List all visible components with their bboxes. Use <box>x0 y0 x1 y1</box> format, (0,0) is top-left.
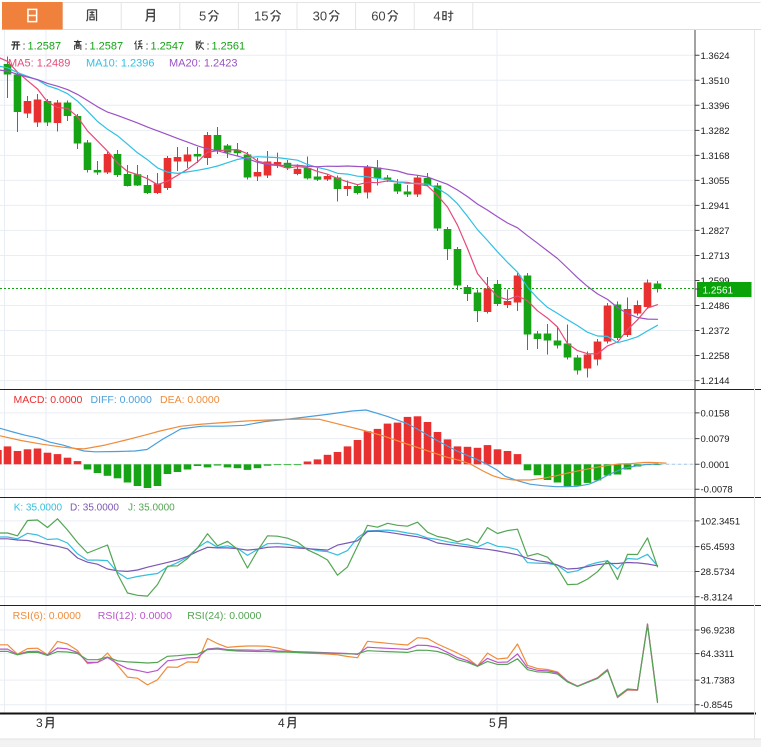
svg-text:K: 35.0000: K: 35.0000 <box>14 503 63 514</box>
svg-text:1.2587: 1.2587 <box>90 41 124 53</box>
svg-text:0.0001: 0.0001 <box>701 460 730 471</box>
svg-text:1.2713: 1.2713 <box>701 251 730 262</box>
svg-text:5: 5 <box>199 9 206 24</box>
svg-text:31.7383: 31.7383 <box>701 676 735 687</box>
svg-text:1.3055: 1.3055 <box>701 176 730 187</box>
svg-text:96.9238: 96.9238 <box>701 626 735 637</box>
svg-text:0.0079: 0.0079 <box>701 434 730 445</box>
svg-text:1.2599: 1.2599 <box>701 276 730 287</box>
svg-text:1.2827: 1.2827 <box>701 226 730 237</box>
svg-text:1.2144: 1.2144 <box>701 376 730 387</box>
svg-text:1.2258: 1.2258 <box>701 351 730 362</box>
svg-text:4: 4 <box>278 716 285 730</box>
svg-text:28.5734: 28.5734 <box>701 567 735 578</box>
svg-text::: : <box>23 41 26 53</box>
svg-text:D: 35.0000: D: 35.0000 <box>70 503 119 514</box>
svg-text:102.3451: 102.3451 <box>701 516 741 527</box>
svg-text:5: 5 <box>489 716 496 730</box>
svg-text:60: 60 <box>371 9 385 24</box>
svg-text::: : <box>207 41 210 53</box>
svg-text:30: 30 <box>313 9 327 24</box>
svg-text:1.2547: 1.2547 <box>151 41 185 53</box>
svg-text:DIFF: 0.0000: DIFF: 0.0000 <box>91 394 152 406</box>
svg-text:1.2561: 1.2561 <box>212 41 246 53</box>
svg-text:MA20: 1.2423: MA20: 1.2423 <box>169 58 238 70</box>
svg-text:1.2486: 1.2486 <box>701 301 730 312</box>
svg-text:RSI(24): 0.0000: RSI(24): 0.0000 <box>187 610 261 622</box>
svg-text:1.3168: 1.3168 <box>701 151 730 162</box>
svg-text:1.3510: 1.3510 <box>701 76 730 87</box>
svg-text:1.2941: 1.2941 <box>701 201 730 212</box>
svg-text:1.3396: 1.3396 <box>701 101 730 112</box>
svg-text:1.2561: 1.2561 <box>703 285 734 296</box>
svg-text::: : <box>85 41 88 53</box>
svg-text:65.4593: 65.4593 <box>701 542 735 553</box>
svg-text:-0.0078: -0.0078 <box>701 485 733 496</box>
svg-text:1.2372: 1.2372 <box>701 326 730 337</box>
svg-text:J: 35.0000: J: 35.0000 <box>128 503 175 514</box>
svg-text:DEA: 0.0000: DEA: 0.0000 <box>160 394 220 406</box>
svg-text:MA5: 1.2489: MA5: 1.2489 <box>8 58 70 70</box>
svg-text:MA10: 1.2396: MA10: 1.2396 <box>86 58 155 70</box>
svg-text:4: 4 <box>433 9 440 24</box>
svg-text:1.2587: 1.2587 <box>28 41 62 53</box>
svg-text:RSI(6): 0.0000: RSI(6): 0.0000 <box>13 610 81 622</box>
svg-text:MACD: 0.0000: MACD: 0.0000 <box>14 394 83 406</box>
svg-text:15: 15 <box>254 9 268 24</box>
svg-text:1.3282: 1.3282 <box>701 126 730 137</box>
svg-text:-0.8545: -0.8545 <box>701 700 733 711</box>
svg-text:0.0158: 0.0158 <box>701 408 730 419</box>
svg-text:-8.3124: -8.3124 <box>701 592 733 603</box>
svg-text::: : <box>146 41 149 53</box>
svg-text:64.3311: 64.3311 <box>701 649 735 660</box>
svg-text:3: 3 <box>36 716 43 730</box>
svg-text:1.3624: 1.3624 <box>701 51 730 62</box>
svg-text:RSI(12): 0.0000: RSI(12): 0.0000 <box>98 610 172 622</box>
